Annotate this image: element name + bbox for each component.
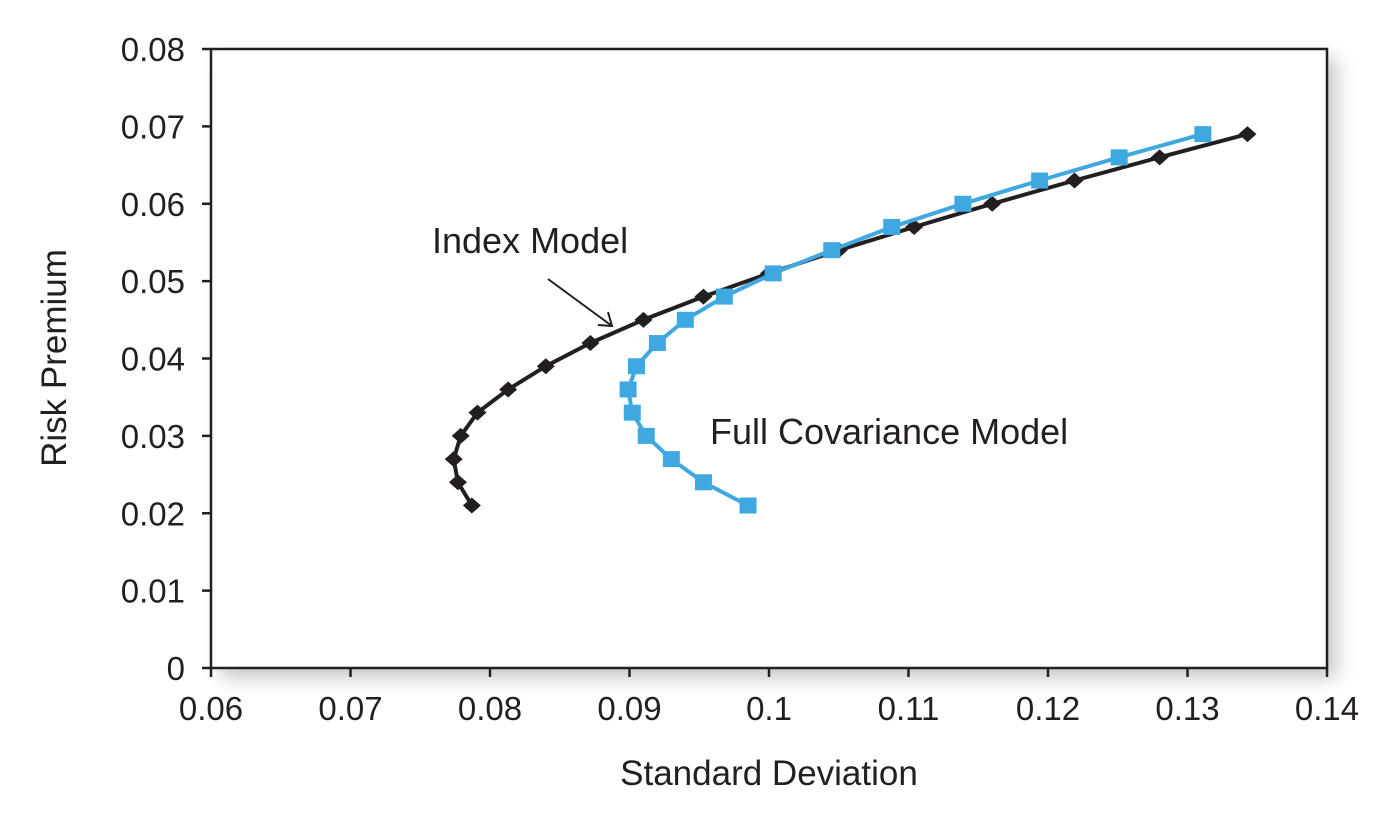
square-marker <box>676 311 694 328</box>
y-tick-label: 0 <box>167 650 185 687</box>
diamond-marker <box>499 381 518 398</box>
diamond-marker <box>1150 149 1169 166</box>
diamond-marker <box>634 311 653 328</box>
x-tick-label: 0.13 <box>1155 690 1219 727</box>
square-marker <box>662 451 680 468</box>
diamond-marker <box>581 335 600 352</box>
diamond-marker <box>451 427 470 444</box>
x-tick-label: 0.09 <box>597 690 661 727</box>
square-marker <box>648 335 666 352</box>
square-marker <box>823 242 841 259</box>
square-marker <box>764 265 782 282</box>
x-tick-label: 0.12 <box>1016 690 1080 727</box>
series-layer <box>444 126 1257 514</box>
x-tick-label: 0.08 <box>458 690 522 727</box>
square-marker <box>1110 149 1128 166</box>
x-tick-label: 0.06 <box>179 690 243 727</box>
y-axis-title: Risk Premium <box>35 249 74 467</box>
full-covariance-model-series <box>619 126 1212 514</box>
x-tick-label: 0.14 <box>1295 690 1359 727</box>
y-tick-label: 0.05 <box>121 263 185 300</box>
x-axis-title: Standard Deviation <box>620 754 918 793</box>
x-tick-label: 0.11 <box>878 690 940 727</box>
diamond-marker <box>462 497 481 514</box>
y-tick-label: 0.02 <box>121 495 185 532</box>
x-tick-label: 0.1 <box>746 690 792 727</box>
annotation-layer: Index Model Full Covariance Model <box>432 220 1068 452</box>
square-marker <box>694 474 712 491</box>
square-marker <box>715 288 733 305</box>
square-marker <box>637 427 655 444</box>
y-tick-label: 0.03 <box>121 418 185 455</box>
diamond-marker <box>444 451 463 468</box>
y-tick-label: 0.01 <box>121 573 185 610</box>
diamond-marker <box>536 358 555 375</box>
plot-area <box>211 49 1327 668</box>
y-tick-label: 0.08 <box>121 31 185 68</box>
full-covariance-annotation: Full Covariance Model <box>710 411 1068 452</box>
square-marker <box>619 381 637 398</box>
square-marker <box>1031 172 1049 189</box>
diamond-marker <box>468 404 487 421</box>
y-tick-label: 0.06 <box>121 186 185 223</box>
y-tick-label: 0.07 <box>121 108 185 145</box>
square-marker <box>954 195 972 212</box>
index-model-arrow-line <box>547 278 613 327</box>
diamond-marker <box>448 474 467 491</box>
axes: 0.06 0.07 0.08 0.09 0.1 0.11 0.12 0.13 0.14 0 0.01… <box>121 31 1359 727</box>
index-model-arrow-head <box>597 311 614 328</box>
square-marker <box>627 358 645 375</box>
diamond-marker <box>1238 126 1257 143</box>
diamond-marker <box>694 288 713 305</box>
square-marker <box>1194 126 1212 143</box>
square-marker <box>623 404 641 421</box>
square-marker <box>739 497 757 514</box>
square-marker <box>883 218 901 235</box>
diamond-marker <box>1065 172 1084 189</box>
x-tick-label: 0.07 <box>318 690 382 727</box>
y-tick-label: 0.04 <box>121 341 185 378</box>
index-model-annotation: Index Model <box>432 220 628 261</box>
index-model-series <box>444 126 1257 514</box>
diamond-marker <box>983 195 1002 212</box>
